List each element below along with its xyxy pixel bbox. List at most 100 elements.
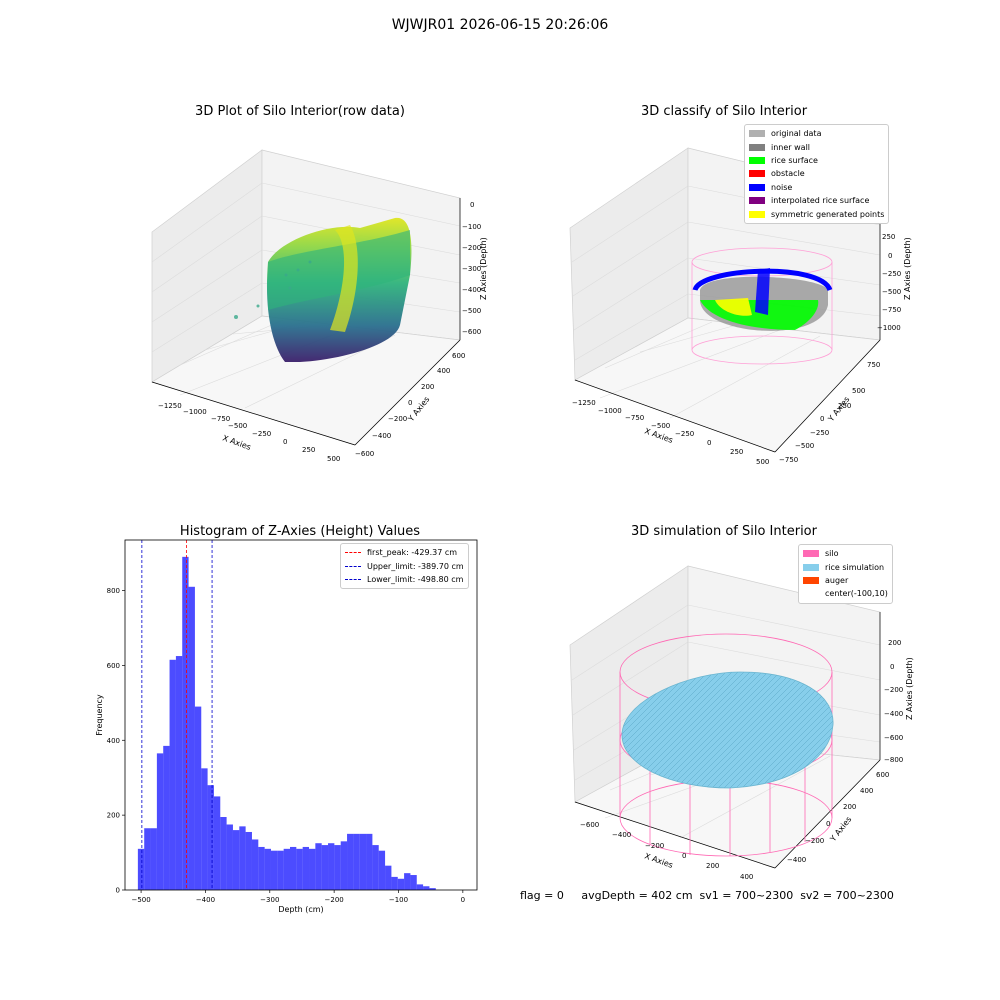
p2-xtick: 500 [756, 458, 769, 466]
p2-ytick: 500 [852, 387, 865, 395]
p2-ztick: 250 [882, 233, 895, 241]
x-tick-label: −100 [389, 896, 408, 904]
histogram-legend: first_peak: -429.37 cm Upper_limit: -389… [340, 543, 469, 590]
x-tick-label: −400 [196, 896, 215, 904]
histogram-bar [175, 656, 183, 890]
histogram-bar [239, 826, 246, 890]
histogram-bar [137, 848, 145, 890]
histogram-bar [397, 878, 405, 890]
p2-xtick: 0 [707, 439, 711, 447]
legend-swatch [803, 590, 819, 598]
histogram-bar [404, 873, 411, 890]
histogram-bar [194, 706, 202, 890]
p4-ytick: 400 [860, 787, 873, 795]
histogram-bar [264, 848, 271, 890]
histogram-bar [169, 659, 176, 890]
legend-entry: auger [803, 574, 888, 587]
status-footer: flag = 0 avgDepth = 402 cm sv1 = 700~230… [520, 889, 894, 902]
p4-ztick: 0 [890, 663, 894, 671]
panel2-classified-points [691, 247, 833, 365]
y-axis-label: Frequency [95, 694, 104, 736]
histogram-bar [378, 850, 386, 890]
panel3-title: Histogram of Z-Axies (Height) Values [179, 524, 421, 539]
legend-entry: interpolated rice surface [749, 194, 884, 207]
p4-ytick: 200 [843, 803, 856, 811]
x-tick-label: −500 [131, 896, 150, 904]
p1-xlabel: X Axies [221, 433, 252, 452]
p2-ytick: −750 [779, 456, 798, 464]
legend-entry: Upper_limit: -389.70 cm [345, 559, 464, 572]
x-tick-label: −200 [325, 896, 344, 904]
p4-ytick: −400 [787, 856, 806, 864]
p2-xtick: −1000 [598, 407, 622, 415]
p1-xtick: −500 [228, 422, 247, 430]
histogram-bar [359, 833, 367, 890]
p1-ztick: 0 [470, 201, 474, 209]
histogram-bar [391, 876, 398, 890]
histogram-bar [201, 768, 208, 890]
histogram-bar [188, 586, 195, 890]
legend-entry: Lower_limit: -498.80 cm [345, 573, 464, 586]
p2-ytick: 250 [838, 402, 851, 410]
p4-ztick: −400 [884, 710, 903, 718]
p1-xtick: 250 [302, 446, 315, 454]
histogram-bar [385, 865, 392, 890]
legend-swatch [749, 130, 765, 138]
histogram-bar [410, 875, 417, 890]
y-tick-label: 600 [107, 662, 120, 670]
panel2-title: 3D classify of Silo Interior [640, 104, 808, 119]
p2-ytick: −500 [795, 442, 814, 450]
y-tick-label: 400 [107, 737, 120, 745]
p1-xtick: −1250 [158, 402, 182, 410]
p2-ztick: −750 [882, 306, 901, 314]
histogram-bar [353, 833, 360, 890]
figure-title: WJWJR01 2026-06-15 20:26:06 [391, 17, 609, 33]
p4-xtick: −600 [580, 821, 599, 829]
p4-ztick: −200 [884, 686, 903, 694]
legend-swatch [803, 550, 819, 558]
p4-xtick: −200 [645, 842, 664, 850]
panel4-title: 3D simulation of Silo Interior [631, 524, 817, 539]
p4-xtick: −400 [612, 831, 631, 839]
histogram-bar [315, 843, 322, 890]
p1-ztick: −300 [462, 265, 481, 273]
legend-entry: silo [803, 547, 888, 560]
histogram-bar [226, 824, 233, 890]
p2-xtick: 250 [730, 448, 743, 456]
legend-entry: symmetric generated points [749, 207, 884, 220]
histogram-plot: −500 −400 −300 −200 −100 0 0 200 400 600 800 Depth … [95, 539, 478, 914]
p4-xtick: 0 [682, 852, 686, 860]
p4-xtick: 200 [706, 862, 719, 870]
histogram-bar [340, 841, 348, 890]
panel4-legend: silo rice simulation auger center(-100,1… [798, 544, 893, 604]
legend-entry: rice simulation [803, 560, 888, 573]
p1-ztick: −500 [462, 307, 481, 315]
p4-ytick: 0 [826, 820, 830, 828]
histogram-bar [277, 850, 284, 890]
legend-entry: rice surface [749, 154, 884, 167]
panel1-title: 3D Plot of Silo Interior(row data) [195, 104, 405, 119]
p2-xtick: −750 [625, 414, 644, 422]
p2-xtick: −500 [651, 422, 670, 430]
p4-ztick: −600 [884, 734, 903, 742]
y-tick-label: 0 [116, 887, 120, 895]
p2-zlabel: Z Axies (Depth) [903, 237, 912, 300]
panel2-legend: original data inner wall rice surface ob… [744, 124, 890, 224]
panel1-tick-labels: −1250 −1000 −750 −500 −250 0 250 500 600… [158, 201, 481, 463]
p1-ztick: −100 [462, 223, 481, 231]
histogram-bar [334, 845, 341, 890]
panel4-rice-surface [621, 671, 834, 789]
histogram-bar [213, 796, 221, 890]
p1-ytick: −600 [355, 450, 374, 458]
legend-line [345, 552, 361, 554]
histogram-bar [245, 831, 252, 890]
p1-ytick: 600 [452, 352, 465, 360]
histogram-bar [328, 843, 335, 890]
p1-ytick: 200 [421, 383, 434, 391]
p1-zlabel: Z Axies (Depth) [479, 237, 488, 300]
p1-xtick: −250 [252, 430, 271, 438]
p1-ztick: −400 [462, 286, 481, 294]
histogram-bar [232, 830, 240, 890]
p1-ztick: −600 [462, 328, 481, 336]
